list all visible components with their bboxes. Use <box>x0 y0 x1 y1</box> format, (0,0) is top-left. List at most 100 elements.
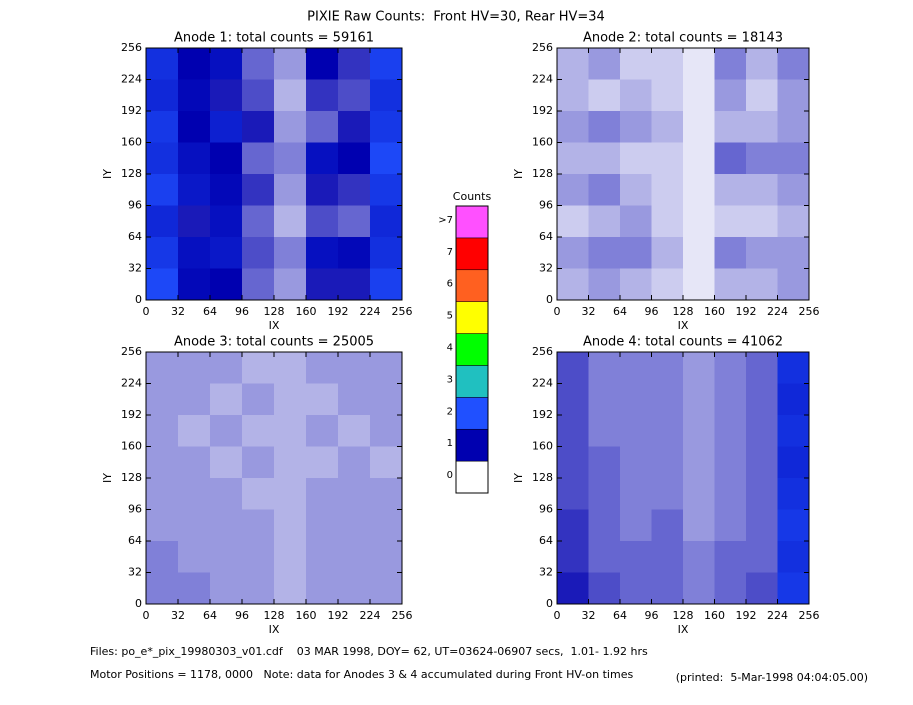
x-tick-label: 0 <box>143 609 150 622</box>
colorbar-label: 4 <box>447 343 453 354</box>
y-tick-label: 0 <box>135 597 142 610</box>
heatmap-cell <box>242 268 275 301</box>
x-tick-label: 96 <box>235 305 249 318</box>
heatmap-cell <box>777 48 810 80</box>
heatmap-cell <box>178 478 211 510</box>
heatmap-cell <box>777 383 810 416</box>
y-tick-label: 96 <box>539 199 553 212</box>
x-tick-label: 64 <box>613 609 627 622</box>
heatmap-cell <box>683 268 715 301</box>
y-tick-label: 96 <box>539 503 553 516</box>
colorbar-swatch <box>455 237 489 271</box>
heatmap-cell <box>146 415 179 447</box>
heatmap-cell <box>210 541 243 573</box>
heatmap-cell <box>338 478 371 510</box>
heatmap-cell <box>210 111 243 143</box>
heatmap-cell <box>683 174 715 206</box>
heatmap-cell <box>683 237 715 269</box>
heatmap-cell <box>274 415 307 447</box>
heatmap-cell <box>210 572 243 605</box>
heatmap-cell <box>620 48 652 80</box>
x-tick-label: 0 <box>554 305 561 318</box>
heatmap-cell <box>274 142 307 175</box>
heatmap-cell <box>588 111 621 143</box>
y-tick-label: 96 <box>128 503 142 516</box>
y-tick-label: 32 <box>539 262 553 275</box>
x-tick-label: 128 <box>673 609 694 622</box>
heatmap-cell <box>242 48 275 80</box>
heatmap-cell <box>242 352 275 384</box>
heatmap-cell <box>370 415 403 447</box>
heatmap-cell <box>588 174 621 206</box>
heatmap-cell <box>370 237 403 269</box>
heatmap-cell <box>777 415 810 447</box>
heatmap-cell <box>683 383 715 416</box>
heatmap-cell <box>714 509 747 542</box>
x-tick-label: 32 <box>582 609 596 622</box>
heatmap-cell <box>746 415 778 447</box>
heatmap-cell <box>620 268 652 301</box>
heatmap-cell <box>651 237 684 269</box>
heatmap-cell <box>620 572 652 605</box>
heatmap-cell <box>146 79 179 112</box>
heatmap-cell <box>746 509 778 542</box>
heatmap-cell <box>746 352 778 384</box>
x-tick-label: 96 <box>645 609 659 622</box>
heatmap-cell <box>178 383 211 416</box>
heatmap-cell <box>242 478 275 510</box>
heatmap-cell <box>370 352 403 384</box>
heatmap-cell <box>651 352 684 384</box>
heatmap-cell <box>714 352 747 384</box>
heatmap-cell <box>306 352 339 384</box>
heatmap-cell <box>242 415 275 447</box>
heatmap-cell <box>714 237 747 269</box>
heatmap-cell <box>746 48 778 80</box>
heatmap-cell <box>242 572 275 605</box>
heatmap-cell <box>620 174 652 206</box>
y-tick-label: 64 <box>128 230 142 243</box>
heatmap-cell <box>683 142 715 175</box>
heatmap-cell <box>557 352 589 384</box>
heatmap-cell <box>651 572 684 605</box>
heatmap-cell <box>370 383 403 416</box>
heatmap-cell <box>242 111 275 143</box>
heatmap-cell <box>714 205 747 238</box>
heatmap-cell <box>306 111 339 143</box>
colorbar-label: 2 <box>447 406 453 417</box>
heatmap-cell <box>588 446 621 479</box>
x-tick-label: 32 <box>171 609 185 622</box>
y-tick-label: 64 <box>539 230 553 243</box>
heatmap-cell <box>620 478 652 510</box>
heatmap-cell <box>370 205 403 238</box>
panel-title: Anode 3: total counts = 25005 <box>174 335 374 350</box>
colorbar-label: >7 <box>438 215 453 226</box>
heatmap-cell <box>370 79 403 112</box>
y-tick-label: 32 <box>128 262 142 275</box>
heatmap-cell <box>242 205 275 238</box>
heatmap-cell <box>777 572 810 605</box>
heatmap-cell <box>588 509 621 542</box>
heatmap-cell <box>242 174 275 206</box>
heatmap-cell <box>338 446 371 479</box>
colorbar-swatch <box>455 269 489 302</box>
colorbar-swatch <box>455 333 489 366</box>
heatmap-cell <box>178 268 211 301</box>
heatmap-cell <box>588 205 621 238</box>
y-tick-label: 224 <box>532 73 553 86</box>
colorbar-swatch <box>455 460 489 494</box>
x-tick-label: 192 <box>328 609 349 622</box>
heatmap-cell <box>274 446 307 479</box>
page-title: PIXIE Raw Counts: Front HV=30, Rear HV=3… <box>307 10 605 25</box>
heatmap-cell <box>620 352 652 384</box>
x-tick-label: 224 <box>360 305 381 318</box>
heatmap-cell <box>746 111 778 143</box>
heatmap-cell <box>338 142 371 175</box>
heatmap-cell <box>557 142 589 175</box>
heatmap-cell <box>651 174 684 206</box>
heatmap-cell <box>210 237 243 269</box>
heatmap-cell <box>274 509 307 542</box>
heatmap-cell <box>306 572 339 605</box>
y-tick-label: 192 <box>532 408 553 421</box>
heatmap-cell <box>210 509 243 542</box>
y-tick-label: 96 <box>128 199 142 212</box>
